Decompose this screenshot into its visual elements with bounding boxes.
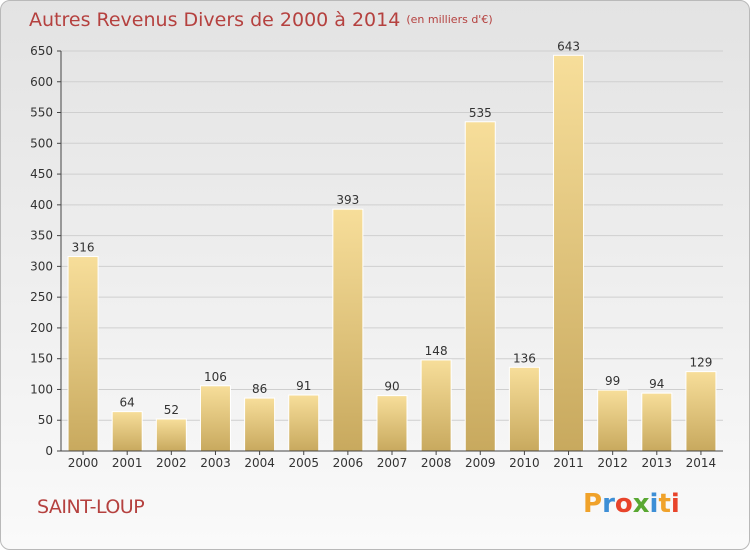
y-tick-label: 300 xyxy=(30,259,53,273)
bar-2001 xyxy=(111,411,143,452)
chart-subtitle: (en milliers d'€) xyxy=(406,13,493,26)
y-tick-label: 600 xyxy=(30,75,53,89)
y-tick-label: 650 xyxy=(30,44,53,58)
value-label-2006: 393 xyxy=(336,193,359,207)
bar-2005 xyxy=(288,394,320,452)
value-label-2004: 86 xyxy=(252,382,267,396)
y-tick-label: 100 xyxy=(30,382,53,396)
y-tick-label: 350 xyxy=(30,229,53,243)
value-label-2013: 94 xyxy=(649,377,664,391)
y-tick-label: 550 xyxy=(30,106,53,120)
value-label-2001: 64 xyxy=(120,396,135,410)
y-tick-label: 0 xyxy=(45,444,53,458)
bar-2006 xyxy=(332,208,364,452)
y-tick-label: 50 xyxy=(38,413,53,427)
bar-2014 xyxy=(685,371,717,452)
logo-letter: t xyxy=(658,489,671,519)
bar-2009 xyxy=(464,121,496,452)
bar-2011 xyxy=(553,54,585,452)
logo-letter: o xyxy=(614,489,633,519)
bar-2010 xyxy=(508,366,540,452)
y-tick-label: 150 xyxy=(30,352,53,366)
x-tick-label-2013: 2013 xyxy=(642,456,673,470)
x-tick-label-2006: 2006 xyxy=(333,456,364,470)
logo-letter: P xyxy=(583,489,603,519)
bar-2012 xyxy=(597,389,629,452)
x-tick-label-2002: 2002 xyxy=(156,456,187,470)
chart-title: Autres Revenus Divers de 2000 à 2014 (en … xyxy=(29,9,493,31)
x-tick-label-2010: 2010 xyxy=(509,456,540,470)
value-label-2012: 99 xyxy=(605,374,620,388)
x-tick-label-2014: 2014 xyxy=(686,456,717,470)
x-tick-label-2007: 2007 xyxy=(377,456,408,470)
value-label-2011: 643 xyxy=(557,39,580,53)
x-tick-label-2011: 2011 xyxy=(553,456,584,470)
bar-2000 xyxy=(67,256,99,452)
logo-letter: r xyxy=(602,489,615,519)
x-tick-label-2001: 2001 xyxy=(112,456,143,470)
bar-2003 xyxy=(199,385,231,452)
value-label-2009: 535 xyxy=(469,106,492,120)
value-label-2005: 91 xyxy=(296,379,311,393)
bar-2008 xyxy=(420,359,452,452)
bar-2007 xyxy=(376,395,408,452)
logo-letter: x xyxy=(632,489,650,519)
axes: 0 50 100 150 200 250 300 350 400 450 500 550 600 650 2… xyxy=(30,44,723,470)
value-label-2003: 106 xyxy=(204,370,227,384)
value-label-2014: 129 xyxy=(689,356,712,370)
x-tick-label-2003: 2003 xyxy=(200,456,231,470)
value-label-2007: 90 xyxy=(384,380,399,394)
value-label-2002: 52 xyxy=(164,403,179,417)
x-tick-label-2005: 2005 xyxy=(288,456,319,470)
x-tick-label-2012: 2012 xyxy=(597,456,628,470)
y-tick-label: 200 xyxy=(30,321,53,335)
bars: 316 64 52 106 86 91 393 90 148 535 136 643 99 94 129 xyxy=(67,39,717,452)
bar-2002 xyxy=(155,418,187,452)
x-tick-label-2009: 2009 xyxy=(465,456,496,470)
logo-letter: i xyxy=(670,489,680,519)
y-tick-label: 450 xyxy=(30,167,53,181)
x-tick-label-2004: 2004 xyxy=(244,456,275,470)
y-tick-label: 500 xyxy=(30,136,53,150)
value-label-2008: 148 xyxy=(425,344,448,358)
value-label-2010: 136 xyxy=(513,351,536,365)
value-label-2000: 316 xyxy=(72,241,95,255)
y-tick-label: 250 xyxy=(30,290,53,304)
chart-title-text: Autres Revenus Divers de 2000 à 2014 xyxy=(29,9,401,31)
proxiti-logo: Proxiti xyxy=(583,489,680,519)
y-tick-label: 400 xyxy=(30,198,53,212)
logo-letter: i xyxy=(649,489,659,519)
x-tick-label-2000: 2000 xyxy=(68,456,99,470)
location-label: SAINT-LOUP xyxy=(37,496,145,518)
bar-2004 xyxy=(244,397,276,452)
x-tick-label-2008: 2008 xyxy=(421,456,452,470)
bar-2013 xyxy=(641,392,673,452)
